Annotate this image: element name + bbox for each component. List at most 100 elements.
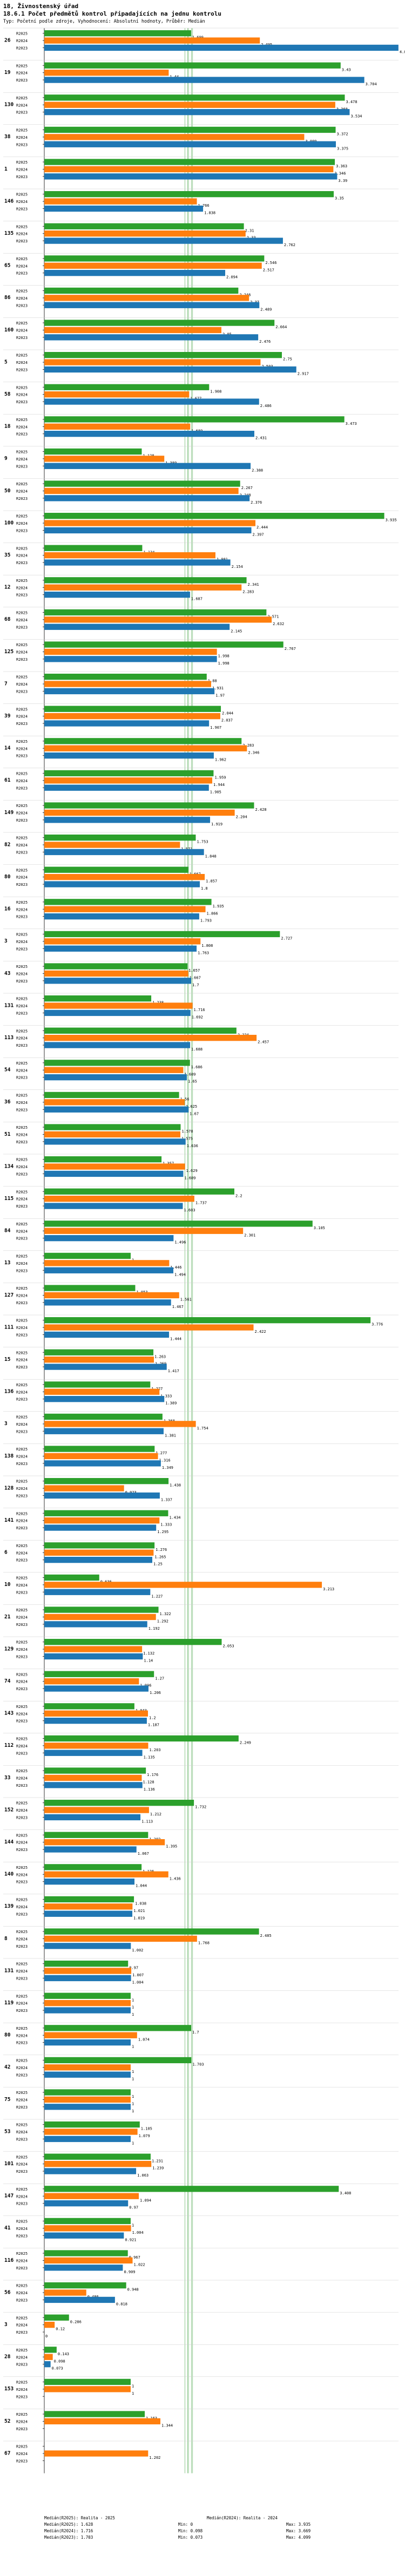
group-label: 144 — [4, 1839, 14, 1845]
series-label: R2023 — [16, 1140, 28, 1144]
series-label: R2025 — [16, 1061, 28, 1066]
data-label: 2.388 — [252, 468, 263, 472]
bar-r2024 — [44, 1260, 170, 1266]
group-label: 35 — [4, 552, 11, 558]
series-label: R2024 — [16, 1197, 28, 1202]
bar-r2024 — [44, 2032, 137, 2038]
data-label: 1 — [132, 2109, 134, 2113]
series-label: R2023 — [16, 432, 28, 437]
bar-r2023 — [44, 1106, 189, 1113]
data-label: 1.004 — [132, 2231, 144, 2235]
group-label: 119 — [4, 2000, 14, 2006]
data-label: 1.808 — [201, 944, 213, 948]
bar-r2025 — [44, 2218, 131, 2225]
data-label: 1.436 — [170, 1876, 181, 1881]
series-label: R2025 — [16, 611, 28, 615]
footer-col1-line0: Medián(R2025): Realita - 2025 — [44, 2516, 115, 2520]
bar-r2023 — [44, 173, 338, 180]
data-label: 1 — [132, 2391, 134, 2396]
group-label: 75 — [4, 2097, 11, 2103]
data-label: 2.517 — [263, 268, 274, 272]
bar-r2025 — [44, 1671, 154, 1677]
data-label: 0.97 — [129, 2206, 138, 2210]
bar-r2025 — [44, 674, 207, 680]
group-label: 149 — [4, 810, 14, 816]
bar-r2023 — [44, 2232, 124, 2239]
data-label: 3.363 — [336, 164, 347, 168]
series-label: R2024 — [16, 1165, 28, 1169]
bar-r2023 — [44, 2296, 115, 2303]
data-label: 1.202 — [149, 2456, 160, 2460]
bar-r2024 — [44, 1614, 156, 1621]
series-label: R2025 — [16, 707, 28, 711]
bar-r2023 — [44, 463, 251, 469]
series-label: R2025 — [16, 1994, 28, 1998]
data-label: 1.333 — [160, 1523, 172, 1527]
series-label: R2023 — [16, 336, 28, 340]
series-label: R2024 — [16, 747, 28, 751]
series-label: R2025 — [16, 1480, 28, 1484]
series-label: R2023 — [16, 1848, 28, 1852]
data-label: 2.204 — [236, 815, 247, 819]
group-label: 42 — [4, 2064, 10, 2070]
data-label: 1.998 — [218, 661, 230, 666]
data-label: 3.534 — [350, 114, 362, 119]
bar-r2024 — [44, 1067, 184, 1073]
data-label: 1.14 — [144, 1658, 153, 1663]
bar-r2025 — [44, 1832, 148, 1838]
data-label: 2.664 — [275, 325, 287, 329]
series-label: R2025 — [16, 1126, 28, 1130]
series-label: R2024 — [16, 2355, 28, 2360]
series-label: R2025 — [16, 354, 28, 358]
bar-r2025 — [44, 1478, 169, 1484]
data-label: 2.2 — [235, 1194, 242, 1198]
series-label: R2025 — [16, 2412, 28, 2417]
bar-r2025 — [44, 802, 254, 809]
bar-r2023 — [44, 559, 231, 566]
bar-r2024 — [44, 1357, 154, 1363]
data-label: 3.346 — [334, 171, 346, 175]
bar-r2024 — [44, 2289, 86, 2296]
bar-r2025 — [44, 609, 267, 616]
series-label: R2025 — [16, 385, 28, 390]
series-label: R2024 — [16, 715, 28, 719]
group-label: 54 — [4, 1067, 11, 1073]
data-label: 1.88 — [208, 679, 217, 683]
series-label: R2023 — [16, 722, 28, 726]
data-label: 1.609 — [184, 1176, 195, 1180]
series-label: R2024 — [16, 1004, 28, 1008]
data-label: 4.099 — [400, 50, 405, 54]
bar-r2023 — [44, 720, 210, 727]
data-label: 3.473 — [346, 422, 357, 426]
bar-r2025 — [44, 1606, 159, 1613]
series-label: R2024 — [16, 135, 28, 140]
bar-r2024 — [44, 327, 221, 334]
data-label: 2.428 — [255, 808, 266, 812]
series-label: R2025 — [16, 1093, 28, 1097]
bar-r2025 — [44, 2378, 131, 2385]
bar-r2024 — [44, 2128, 138, 2135]
series-label: R2023 — [16, 1784, 28, 1788]
data-label: 2.301 — [244, 1233, 255, 1237]
bar-r2024 — [44, 134, 305, 140]
bar-r2025 — [44, 1735, 239, 1742]
series-label: R2023 — [16, 368, 28, 372]
series-label: R2024 — [16, 586, 28, 590]
bar-r2023 — [44, 1042, 191, 1048]
bar-r2025 — [44, 963, 188, 970]
bar-r2024 — [44, 456, 165, 462]
data-label: 1.349 — [162, 1466, 173, 1470]
data-label: 1.333 — [160, 1394, 172, 1398]
data-label: 3.478 — [346, 100, 357, 104]
group-label: 136 — [4, 1389, 14, 1395]
data-label: 2.249 — [240, 1740, 251, 1745]
series-label: R2023 — [16, 1912, 28, 1916]
group-label: 41 — [4, 2225, 11, 2231]
series-label: R2023 — [16, 1011, 28, 1015]
bar-r2024 — [44, 1292, 179, 1299]
series-label: R2024 — [16, 1873, 28, 1877]
bar-r2023 — [44, 398, 259, 405]
group-label: 65 — [4, 263, 11, 269]
bar-r2024 — [44, 1196, 194, 1202]
series-label: R2023 — [16, 497, 28, 501]
